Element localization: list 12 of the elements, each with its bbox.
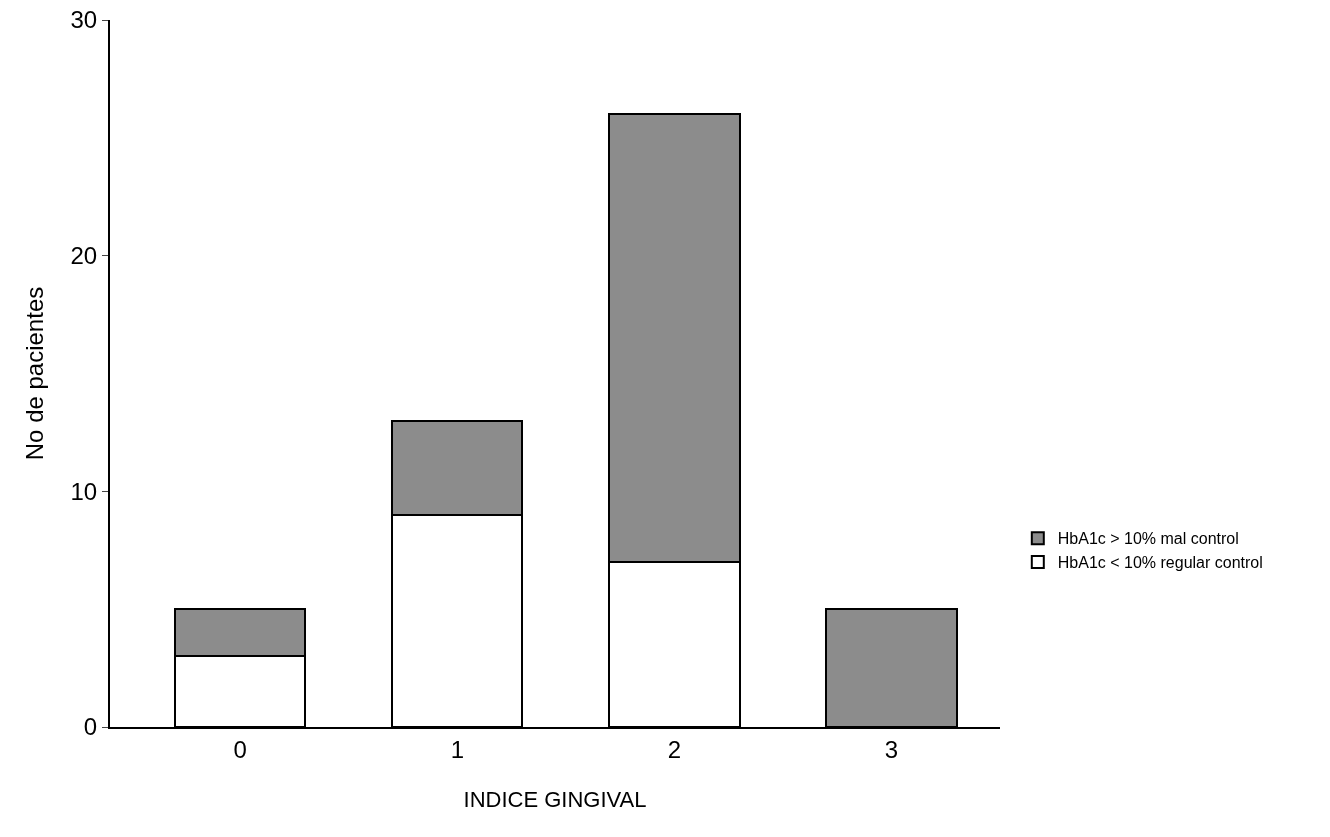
legend-label: HbA1c < 10% regular control: [1057, 554, 1263, 572]
y-axis-title: No de pacientes: [21, 286, 49, 461]
x-tick-label: 3: [884, 735, 899, 763]
x-tick-label: 2: [667, 735, 682, 763]
legend-label: HbA1c > 10% mal control: [1057, 530, 1239, 548]
x-tick-label: 0: [233, 735, 247, 763]
y-tick-label: 0: [83, 713, 98, 741]
y-tick-label: 30: [70, 6, 98, 34]
y-tick-label: 20: [70, 242, 98, 270]
x-tick-label: 1: [450, 735, 464, 763]
x-axis-title: INDICE GINGIVAL: [463, 787, 647, 813]
y-tick-label: 10: [70, 477, 98, 505]
